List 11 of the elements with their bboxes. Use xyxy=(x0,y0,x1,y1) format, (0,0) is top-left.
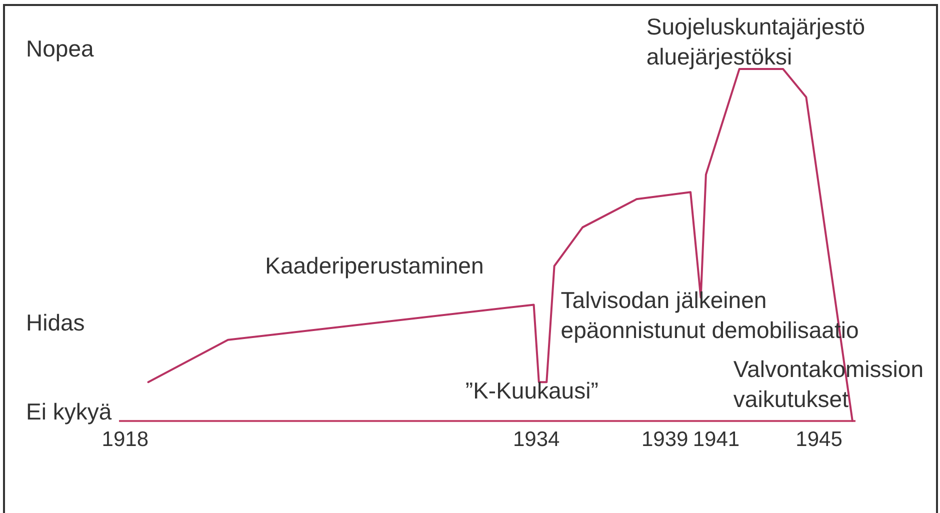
x-tick-label: 1939 xyxy=(641,428,688,452)
x-tick-label: 1945 xyxy=(796,428,842,452)
annotation: ”K-Kuukausi” xyxy=(465,377,598,404)
annotation: Kaaderiperustaminen xyxy=(265,252,484,279)
text: Ei kykyä xyxy=(26,398,112,424)
x-tick-label: 1934 xyxy=(512,428,560,452)
x-tick-label: 1918 xyxy=(102,428,148,452)
annotation: Suojeluskuntajärjestö aluejärjestöksi xyxy=(646,13,865,70)
text: Nopea xyxy=(26,35,94,62)
text: Hidas xyxy=(26,309,85,336)
x-tick-label: 1941 xyxy=(692,428,740,452)
